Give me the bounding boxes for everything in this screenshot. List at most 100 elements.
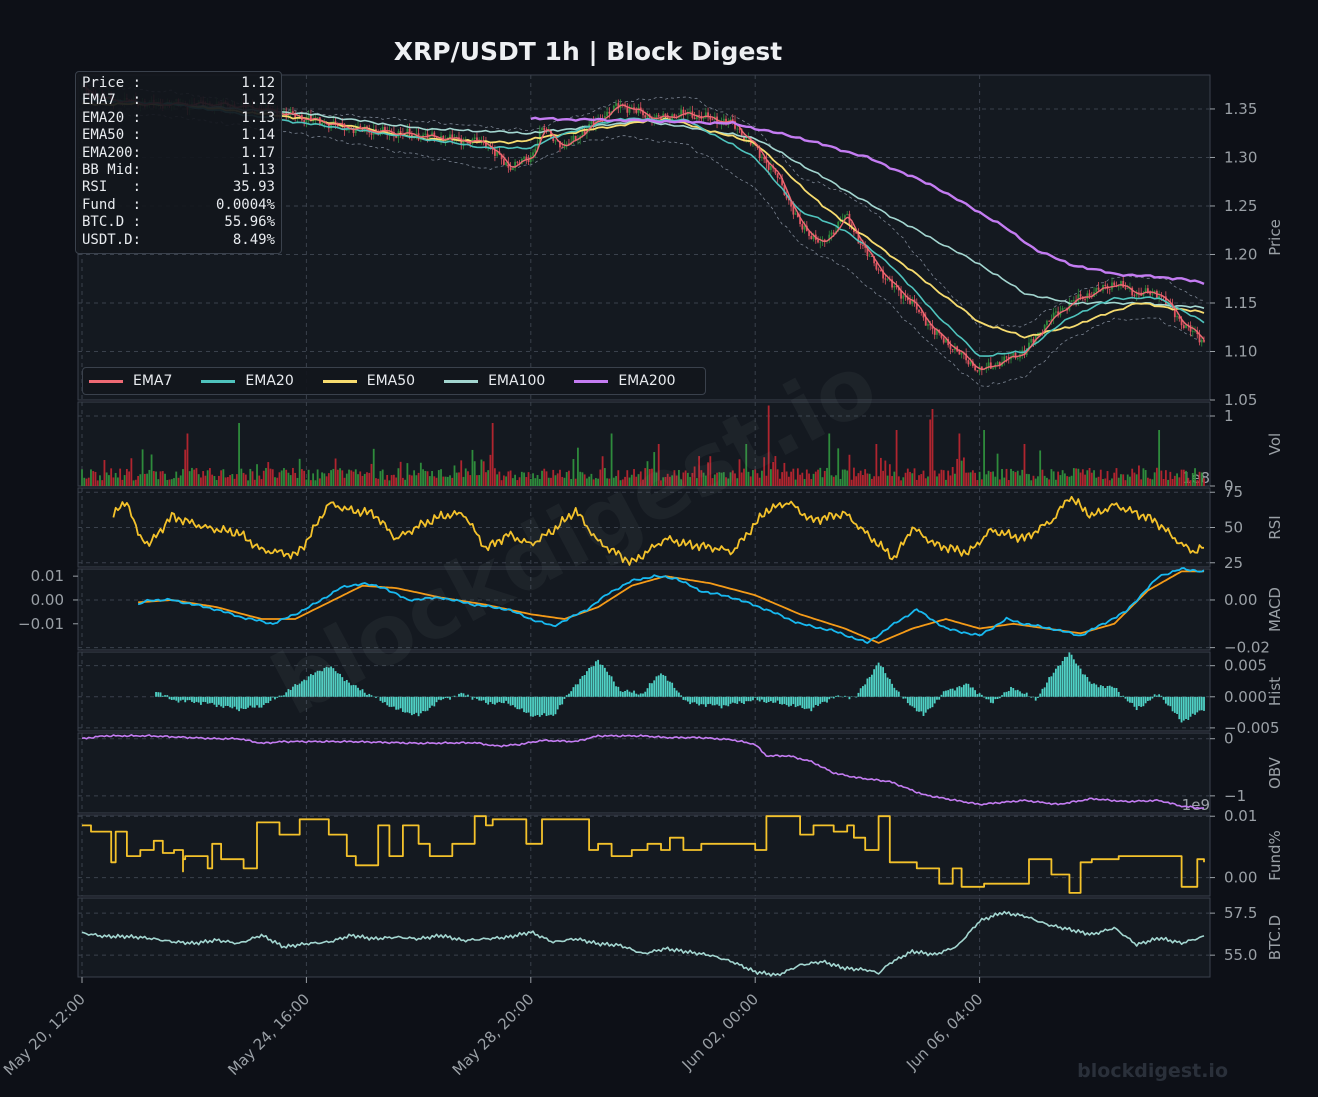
volume-bar (565, 472, 568, 486)
volume-bar (814, 471, 817, 486)
hist-bar (678, 692, 680, 697)
volume-bar (853, 467, 855, 486)
volume-bar (835, 475, 837, 486)
volume-bar (372, 448, 375, 486)
hist-bar (882, 667, 885, 697)
hist-bar (1030, 696, 1033, 698)
hist-bar (249, 696, 252, 706)
candle-body (745, 137, 748, 140)
hist-bar (927, 696, 929, 710)
hist-bar (812, 696, 815, 708)
hist-bar (1191, 696, 1194, 714)
volume-bar (1167, 479, 1169, 486)
candle-body (891, 279, 893, 288)
volume-bar (868, 473, 871, 486)
hist-bar (745, 696, 748, 702)
hist-bar (424, 696, 427, 712)
volume-ylabel: Vol (1266, 433, 1284, 455)
candle-body (375, 128, 377, 132)
volume-bar (134, 479, 137, 486)
volume-bar (390, 475, 393, 486)
hist-bar (660, 673, 662, 697)
volume-bar (765, 475, 768, 486)
volume-bar (877, 476, 880, 486)
volume-bar (1097, 476, 1100, 486)
volume-bar (146, 473, 148, 486)
hist-bar (431, 696, 433, 706)
volume-bar (1203, 478, 1205, 486)
hist-bar (603, 667, 606, 697)
volume-bar (772, 461, 775, 486)
hist-bar (960, 687, 963, 697)
hist-bar (220, 696, 223, 707)
hist-bar (316, 670, 319, 697)
candle-body (1142, 292, 1145, 296)
hist-bar (610, 676, 613, 697)
candle-body (381, 127, 384, 131)
candle-body (998, 362, 1001, 367)
volume-bar (278, 472, 281, 486)
hist-bar (296, 684, 299, 697)
volume-bar (904, 472, 907, 486)
volume-bar (776, 469, 779, 486)
volume-bar (1021, 469, 1024, 486)
volume-bar (684, 470, 687, 486)
volume-bar (381, 469, 384, 486)
volume-bar (507, 471, 510, 486)
volume-bar (1023, 444, 1026, 486)
volume-bar (85, 478, 88, 486)
volume-bar (206, 470, 209, 486)
candle-body (722, 118, 725, 122)
hist-bar (217, 696, 220, 705)
candle-body (543, 127, 546, 131)
hist-bar (630, 692, 633, 697)
info-row: EMA20 : 1.13 (82, 110, 275, 127)
volume-bar (624, 476, 626, 486)
volume-bar (1117, 477, 1120, 486)
hist-bar (743, 696, 745, 705)
volume-bar (601, 456, 604, 486)
volume-bar (516, 480, 519, 486)
candle-body (489, 146, 492, 148)
volume-bar (117, 477, 119, 486)
volume-bar (563, 477, 566, 486)
volume-bar (774, 456, 777, 486)
hist-bar (327, 667, 330, 697)
hist-bar (287, 689, 290, 697)
hist-bar (628, 691, 631, 697)
candle-body (704, 112, 707, 118)
hist-bar (1063, 656, 1066, 697)
volume-bar (321, 472, 324, 486)
hist-bar (514, 696, 516, 708)
macd-left-ytick-label: −0.01 (18, 615, 64, 633)
candle-body (801, 224, 804, 230)
volume-bar (951, 466, 954, 486)
volume-bar (1149, 478, 1152, 486)
candle-body (502, 159, 505, 165)
macd-line (137, 567, 1205, 644)
volume-bar (722, 472, 725, 486)
ema200-line (530, 116, 1205, 286)
info-value: 8.49% (232, 231, 275, 248)
btcd-ytick-label: 55.0 (1224, 946, 1257, 964)
info-label: EMA7 : (82, 92, 142, 109)
hist-bar (684, 696, 687, 701)
volume-bar (307, 469, 310, 486)
info-value: 35.93 (232, 179, 275, 196)
volume-bar (1037, 476, 1039, 486)
volume-bar (976, 480, 979, 486)
candle-body (1151, 293, 1154, 295)
candle-body (803, 225, 806, 230)
volume-bar (323, 473, 326, 486)
volume-bar (274, 477, 276, 486)
volume-bar (339, 468, 341, 486)
hist-bar (422, 696, 424, 712)
hist-bar (698, 696, 700, 706)
volume-bar (570, 479, 573, 486)
hist-bar (621, 691, 624, 697)
candle-body (406, 128, 409, 135)
macd-ylabel: MACD (1266, 587, 1284, 632)
hist-bar (897, 691, 900, 697)
volume-bar (1007, 480, 1010, 486)
volume-bar (197, 474, 200, 486)
